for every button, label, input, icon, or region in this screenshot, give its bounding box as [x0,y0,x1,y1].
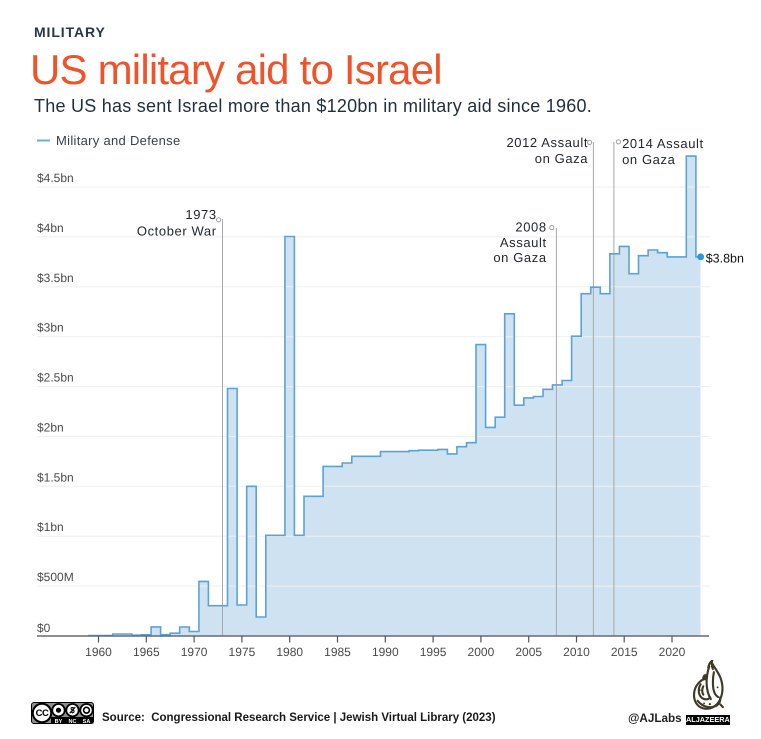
svg-text:2020: 2020 [659,645,686,659]
svg-text:on Gaza: on Gaza [622,152,676,167]
svg-text:$4bn: $4bn [37,221,64,235]
svg-text:Assault: Assault [500,235,547,250]
svg-text:$3.5bn: $3.5bn [37,271,74,285]
svg-text:1995: 1995 [420,645,447,659]
svg-text:$3bn: $3bn [37,321,64,335]
svg-text:SA: SA [83,719,91,724]
svg-text:1965: 1965 [133,645,160,659]
svg-text:$1bn: $1bn [37,520,64,534]
svg-text:October War: October War [137,224,217,239]
svg-text:Military and Defense: Military and Defense [56,133,181,148]
svg-text:2010: 2010 [563,645,590,659]
svg-text:2015: 2015 [611,645,638,659]
svg-text:$4.5bn: $4.5bn [37,171,74,185]
svg-text:1960: 1960 [85,645,112,659]
svg-text:on Gaza: on Gaza [535,151,589,166]
svg-text:2005: 2005 [515,645,542,659]
svg-text:CC: CC [36,708,49,719]
svg-text:BY: BY [55,719,63,724]
svg-text:1990: 1990 [372,645,399,659]
svg-text:$2.5bn: $2.5bn [37,371,74,385]
svg-text:on Gaza: on Gaza [493,250,547,265]
svg-text:$1.5bn: $1.5bn [37,470,74,484]
svg-text:2008: 2008 [515,220,546,235]
svg-text:1980: 1980 [276,645,303,659]
svg-text:$2bn: $2bn [37,420,64,434]
svg-text:$3.8bn: $3.8bn [706,251,744,265]
svg-text:1985: 1985 [324,645,351,659]
svg-text:2000: 2000 [468,645,495,659]
svg-text:1973: 1973 [185,207,216,222]
svg-text:1970: 1970 [181,645,208,659]
svg-text:$500M: $500M [37,570,74,584]
svg-text:NC: NC [69,719,77,724]
svg-text:2014 Assault: 2014 Assault [622,136,704,151]
svg-text:2012 Assault: 2012 Assault [506,135,588,150]
svg-text:1975: 1975 [229,645,256,659]
svg-text:$0: $0 [37,621,51,635]
